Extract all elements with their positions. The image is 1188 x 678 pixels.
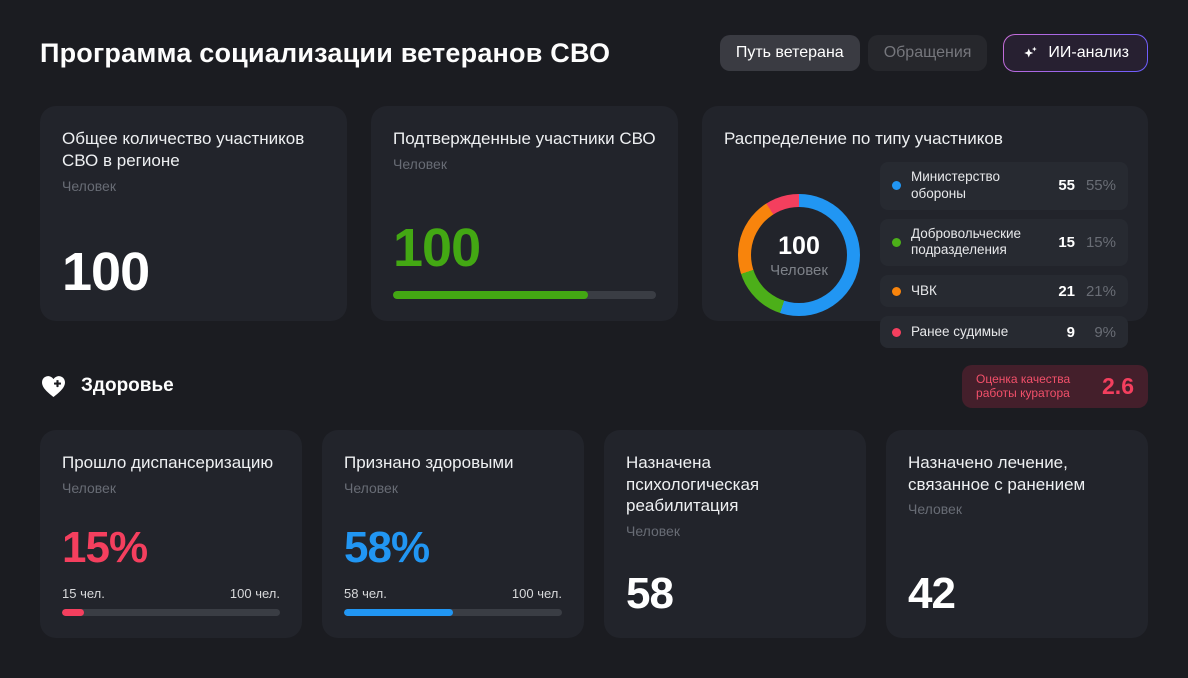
donut-wrap: 100 Человек — [724, 194, 874, 316]
legend-percent: 21% — [1085, 282, 1116, 300]
donut-chart[interactable]: 100 Человек — [738, 194, 860, 316]
confirmed-participants-value: 100 — [393, 218, 481, 278]
ai-analysis-button[interactable]: ИИ-анализ — [1003, 34, 1148, 72]
card-unit: Человек — [62, 177, 116, 194]
dispensary-value: 15% — [62, 522, 148, 572]
scale-min: 15 чел. — [62, 585, 105, 601]
healthy-value: 58% — [344, 522, 430, 572]
card-recognized-healthy: Признано здоровыми Человек 58% 58 чел. 1… — [322, 429, 584, 638]
header: Программа социализации ветеранов СВО Пут… — [40, 34, 1148, 72]
card-title: Подтвержденные участники СВО — [393, 129, 656, 148]
donut-legend: Министерство обороны 55 55% Добровольчес… — [880, 161, 1128, 349]
header-actions: Путь ветерана Обращения ИИ-анализ — [719, 34, 1148, 72]
legend-row-volunteer-units[interactable]: Добровольческие подразделения 15 15% — [880, 218, 1128, 267]
legend-row-pmc[interactable]: ЧВК 21 21% — [880, 275, 1128, 308]
progress-track — [393, 291, 656, 299]
legend-dot-green — [892, 237, 901, 247]
card-title: Общее количество участников СВО в регион… — [62, 129, 305, 170]
progress-fill-pink — [62, 608, 84, 616]
card-title: Прошло диспансеризацию — [62, 452, 274, 472]
legend-label: Министерство обороны — [911, 168, 1001, 201]
page-title: Программа социализации ветеранов СВО — [40, 37, 611, 68]
card-total-participants: Общее количество участников СВО в регион… — [40, 106, 347, 321]
scale-min: 58 чел. — [344, 585, 387, 601]
card-unit: Человек — [908, 501, 962, 518]
card-title: Признано здоровыми — [344, 452, 514, 472]
distribution-body: 100 Человек Министерство обороны 55 55% — [724, 161, 1128, 349]
scale-labels: 58 чел. 100 чел. — [344, 586, 562, 601]
legend-row-defense-ministry[interactable]: Министерство обороны 55 55% — [880, 161, 1128, 210]
dashboard: Программа социализации ветеранов СВО Пут… — [40, 34, 1148, 638]
legend-percent: 55% — [1085, 177, 1116, 195]
card-wound-treatment: Назначено лечение, связанное с ранением … — [886, 429, 1148, 638]
legend-label: Ранее судимые — [911, 323, 1009, 339]
donut-center-unit: Человек — [770, 261, 828, 279]
legend-row-previously-convicted[interactable]: Ранее судимые 9 9% — [880, 316, 1128, 349]
health-section-title: Здоровье — [81, 375, 174, 397]
scale-labels: 15 чел. 100 чел. — [62, 586, 280, 601]
card-unit: Человек — [344, 479, 398, 496]
donut-center-value: 100 — [778, 231, 820, 260]
card-unit: Человек — [62, 479, 116, 496]
wound-treatment-value: 42 — [908, 568, 956, 618]
card-unit: Человек — [393, 155, 447, 172]
curator-quality-badge: Оценка качества работы куратора 2.6 — [962, 365, 1148, 408]
distribution-title: Распределение по типу участников — [724, 129, 1003, 148]
legend-value: 21 — [1058, 282, 1075, 300]
sparkles-icon — [1022, 44, 1040, 62]
card-confirmed-participants: Подтвержденные участники СВО Человек 100 — [371, 106, 678, 321]
card-title: Назначена психологическая реабилитация — [626, 452, 760, 516]
scale-max: 100 чел. — [511, 585, 562, 601]
legend-value: 15 — [1058, 233, 1075, 251]
heart-plus-icon — [40, 374, 67, 399]
progress-track — [344, 608, 562, 616]
card-unit: Человек — [626, 523, 680, 540]
donut-center: 100 Человек — [751, 207, 847, 303]
tab-veteran-path[interactable]: Путь ветерана — [719, 35, 860, 71]
card-distribution: Распределение по типу участников 100 Чел… — [702, 106, 1148, 349]
stats-row-top: Общее количество участников СВО в регион… — [40, 106, 1148, 349]
curator-quality-value: 2.6 — [1102, 372, 1134, 399]
health-section-title-group: Здоровье — [40, 374, 174, 399]
legend-percent: 9% — [1094, 323, 1116, 341]
scale-max: 100 чел. — [229, 585, 280, 601]
progress-track — [62, 608, 280, 616]
stats-row-health: Прошло диспансеризацию Человек 15% 15 че… — [40, 429, 1148, 638]
progress-fill-green — [393, 291, 588, 299]
tab-appeals[interactable]: Обращения — [867, 35, 988, 71]
legend-percent: 15% — [1085, 233, 1116, 251]
total-participants-value: 100 — [62, 242, 150, 302]
progress-fill-blue — [344, 608, 453, 616]
psych-rehab-value: 58 — [626, 568, 674, 618]
legend-dot-blue — [892, 181, 901, 191]
legend-label: ЧВК — [911, 282, 937, 298]
curator-quality-label: Оценка качества работы куратора — [976, 372, 1071, 401]
legend-value: 55 — [1058, 177, 1075, 195]
card-dispensary: Прошло диспансеризацию Человек 15% 15 че… — [40, 429, 302, 638]
card-psych-rehab: Назначена психологическая реабилитация Ч… — [604, 429, 866, 638]
legend-value: 9 — [1066, 323, 1075, 341]
health-section-header: Здоровье Оценка качества работы куратора… — [40, 365, 1148, 408]
legend-dot-orange — [892, 286, 901, 296]
legend-label: Добровольческие подразделения — [911, 225, 1022, 258]
card-title: Назначено лечение, связанное с ранением — [908, 452, 1086, 494]
legend-dot-red — [892, 327, 901, 337]
ai-analysis-label: ИИ-анализ — [1048, 44, 1129, 61]
